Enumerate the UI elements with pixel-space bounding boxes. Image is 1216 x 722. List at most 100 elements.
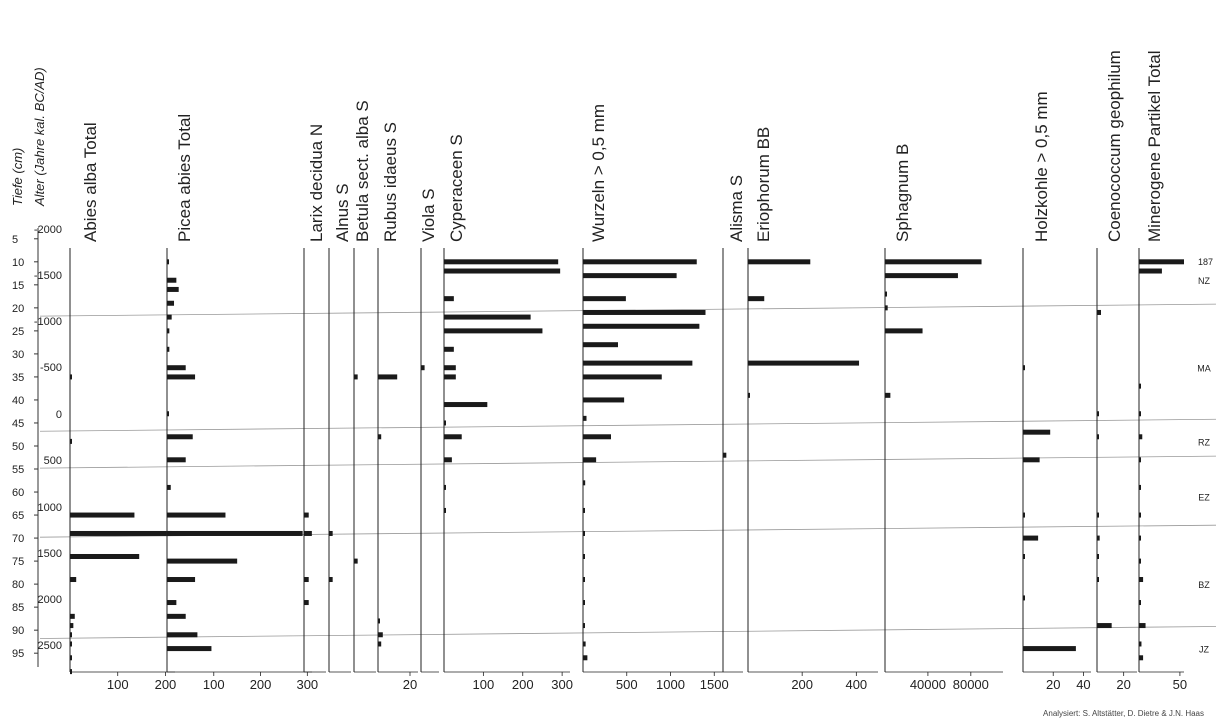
zone-label: JZ bbox=[1199, 645, 1210, 655]
bar bbox=[444, 507, 446, 513]
age-tick-label: -2000 bbox=[34, 224, 62, 236]
bar bbox=[167, 646, 212, 652]
bar bbox=[583, 553, 585, 559]
depth-tick-label: 90 bbox=[12, 625, 24, 637]
bar bbox=[70, 512, 135, 518]
bar bbox=[378, 374, 398, 380]
bar bbox=[444, 365, 456, 371]
bar bbox=[1139, 655, 1144, 661]
panel-x-tick-label: 100 bbox=[203, 677, 225, 692]
panel-x-tick-label: 200 bbox=[512, 677, 534, 692]
bar bbox=[444, 259, 559, 265]
zone-labels: NZ MA RZ EZ BZ JZ bbox=[1197, 276, 1211, 654]
bar bbox=[444, 314, 531, 320]
bar bbox=[1139, 484, 1141, 490]
bar bbox=[167, 613, 186, 619]
bar bbox=[1023, 595, 1025, 601]
panel-title: Betula sect. alba S bbox=[353, 100, 372, 242]
bar bbox=[583, 397, 625, 403]
bar bbox=[1139, 535, 1141, 541]
bar bbox=[167, 530, 303, 536]
panel-title: Holzkohle > 0,5 mm bbox=[1032, 91, 1051, 242]
bar bbox=[583, 360, 693, 366]
panel-title: Picea abies Total bbox=[175, 114, 194, 242]
bar bbox=[444, 402, 488, 408]
bar bbox=[444, 374, 456, 380]
bar bbox=[583, 507, 585, 513]
bar bbox=[70, 669, 72, 675]
depth-tick-label: 55 bbox=[12, 464, 24, 476]
panel-title: Sphagnum B bbox=[893, 144, 912, 242]
bar bbox=[167, 484, 171, 490]
bar bbox=[304, 512, 309, 518]
bar bbox=[583, 273, 677, 279]
bar bbox=[1023, 553, 1025, 559]
depth-tick-label: 85 bbox=[12, 602, 24, 614]
age-axis-label: Alter (Jahre kal. BC/AD) bbox=[32, 67, 47, 207]
panel: Cyperaceen S 100 200 300 bbox=[443, 134, 573, 692]
bar bbox=[1097, 553, 1099, 559]
bar bbox=[378, 434, 382, 440]
bar bbox=[1139, 411, 1141, 417]
panel-x-tick-label: 300 bbox=[296, 677, 318, 692]
bar bbox=[1139, 623, 1146, 629]
depth-age-axes: 5 10 15 20 25 30 35 40 45 50 55 60 65 70 75 80 85 90 95 -20… bbox=[10, 67, 62, 667]
depth-tick-label: 5 bbox=[12, 234, 18, 246]
bar bbox=[1139, 457, 1141, 463]
panel-x-tick-label: 300 bbox=[551, 677, 573, 692]
panel-title: Cyperaceen S bbox=[447, 134, 466, 242]
panel: Larix decidua N bbox=[303, 124, 326, 673]
bar bbox=[885, 291, 887, 297]
depth-axis-label: Tiefe (cm) bbox=[10, 148, 25, 206]
depth-tick-label: 10 bbox=[12, 257, 24, 269]
panel: Rubus idaeus S 20 bbox=[377, 122, 418, 692]
bar bbox=[444, 296, 454, 302]
bar bbox=[583, 296, 626, 302]
bar bbox=[583, 374, 662, 380]
bar bbox=[70, 577, 77, 583]
bar bbox=[1023, 365, 1025, 371]
bar bbox=[167, 600, 177, 606]
bar bbox=[1139, 268, 1162, 274]
bar bbox=[167, 434, 193, 440]
bar bbox=[1097, 309, 1101, 315]
bar bbox=[378, 641, 382, 647]
depth-tick-label: 95 bbox=[12, 648, 24, 660]
bar bbox=[1097, 623, 1112, 629]
zone-boundary bbox=[39, 626, 1216, 639]
depth-tick-label: 50 bbox=[12, 441, 24, 453]
bar bbox=[444, 328, 543, 334]
panel-title: Wurzeln > 0,5 mm bbox=[589, 104, 608, 242]
bar bbox=[354, 374, 358, 380]
panel-x-tick-label: 20 bbox=[1116, 677, 1130, 692]
bar bbox=[885, 259, 982, 265]
panel: Picea abies Total 100 200 300 bbox=[166, 114, 318, 692]
bar bbox=[1097, 434, 1099, 440]
panel-x-tick-label: 200 bbox=[155, 677, 177, 692]
bar bbox=[748, 296, 765, 302]
panel-x-tick-label: 80000 bbox=[953, 677, 989, 692]
panel-x-tick-label: 200 bbox=[791, 677, 813, 692]
depth-tick-label: 35 bbox=[12, 372, 24, 384]
zone-label: NZ bbox=[1198, 276, 1210, 286]
bar bbox=[444, 434, 462, 440]
panel-title: Eriophorum BB bbox=[754, 127, 773, 242]
bar bbox=[1139, 558, 1141, 564]
zone-label: MA bbox=[1197, 364, 1211, 374]
age-tick-label: -1500 bbox=[34, 270, 62, 282]
bar bbox=[583, 655, 588, 661]
panel-x-tick-label: 40 bbox=[1076, 677, 1090, 692]
age-tick-label: 1500 bbox=[38, 548, 62, 560]
panel-title: Alisma S bbox=[727, 175, 746, 242]
bar bbox=[70, 623, 74, 629]
panel-x-tick-label: 1500 bbox=[700, 677, 729, 692]
zone-boundary-lines bbox=[39, 303, 1216, 639]
panel-x-tick-label: 20 bbox=[403, 677, 417, 692]
bar bbox=[167, 300, 175, 306]
bar bbox=[378, 618, 380, 624]
panel-x-tick-label: 100 bbox=[473, 677, 495, 692]
panel-x-tick-label: 200 bbox=[250, 677, 272, 692]
bar bbox=[1097, 512, 1099, 518]
bar bbox=[167, 346, 170, 352]
panel: Alisma S bbox=[722, 175, 746, 673]
